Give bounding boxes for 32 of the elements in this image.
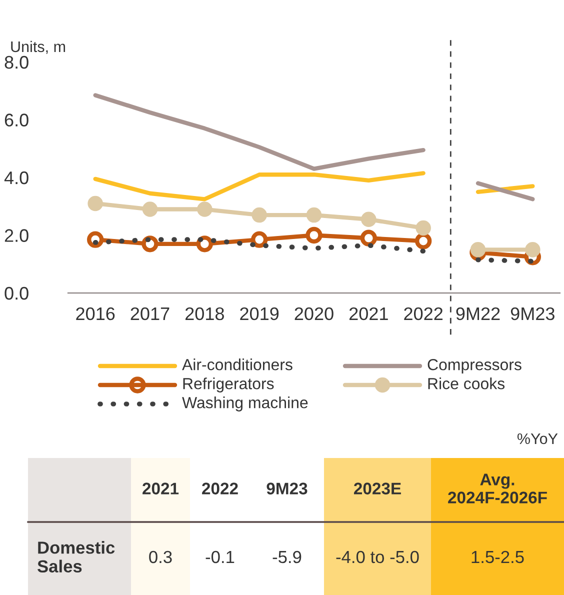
- legend-label: Air-conditioners: [182, 358, 292, 370]
- text: -4.0 to -5.0: [336, 550, 419, 564]
- text: -0.1: [206, 550, 234, 564]
- legend-label: Washing machine: [182, 396, 308, 412]
- x-tick-label: 2021: [349, 307, 388, 320]
- x-tick-label: 2016: [76, 307, 115, 320]
- x-tick-label: 9M23: [510, 307, 554, 320]
- x-tick-label: 2018: [185, 307, 224, 320]
- category-label: Avg. 2024F-2026F: [448, 474, 547, 504]
- x-tick-label: 9M22: [456, 307, 500, 320]
- x-tick-label: 2020: [294, 307, 334, 320]
- x-tick-label: 2019: [240, 307, 279, 320]
- y-tick-label: 4.0: [4, 171, 28, 184]
- y-axis-title: Units, m: [11, 40, 66, 54]
- x-tick-label: 2022: [404, 307, 443, 320]
- text: %YoY: [517, 433, 558, 444]
- legend-label: Refrigerators: [183, 378, 274, 392]
- text: 0.3: [149, 550, 172, 564]
- y-tick-label: 6.0: [4, 114, 28, 126]
- category-label: 2022: [202, 482, 238, 494]
- x-tick-label: 2017: [130, 307, 170, 320]
- y-tick-label: 0.0: [4, 286, 28, 300]
- category-label: Domestic Sales: [38, 541, 115, 573]
- category-label: 2023E: [354, 482, 401, 494]
- legend-label: Compressors: [428, 358, 522, 374]
- text: -5.9: [272, 550, 302, 564]
- y-tick-label: 2.0: [4, 229, 28, 242]
- y-tick-label: 8.0: [4, 56, 28, 69]
- category-label: 2021: [142, 482, 179, 494]
- legend-label: Rice cooks: [428, 378, 505, 390]
- category-label: 9M23: [266, 482, 308, 494]
- text: 1.5-2.5: [472, 550, 524, 564]
